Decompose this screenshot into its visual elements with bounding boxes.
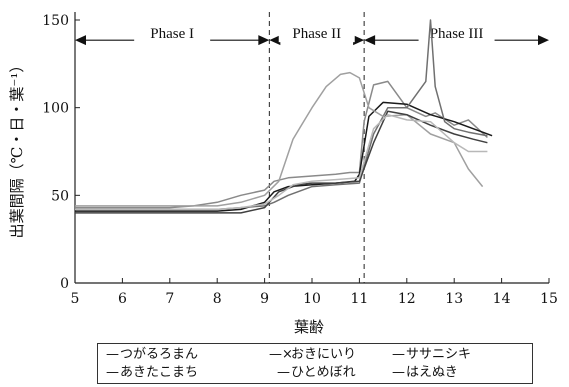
phase-arrow-head-left-2 bbox=[269, 35, 281, 46]
y-axis-title: 出葉間隔（℃・日・葉⁻¹） bbox=[8, 58, 26, 239]
legend-label-6: はえぬき bbox=[406, 365, 458, 380]
x-tick-label-3: 7 bbox=[165, 291, 174, 307]
phase-arrow-head-left-3 bbox=[364, 35, 376, 46]
phase-arrow-head-left-1 bbox=[75, 35, 86, 46]
phase-label-2: Phase II bbox=[292, 26, 341, 42]
x-tick-label-1: 5 bbox=[71, 291, 80, 307]
x-axis-title: 葉齢 bbox=[294, 318, 324, 336]
legend-item-6: —はえぬき bbox=[392, 365, 458, 381]
x-tick-label-11: 15 bbox=[540, 291, 558, 307]
series-line-3 bbox=[75, 19, 488, 211]
legend-item-5: —ひとめぼれ bbox=[277, 365, 356, 381]
x-tick-label-10: 14 bbox=[493, 291, 511, 307]
chart: 出葉間隔（℃・日・葉⁻¹） 葉齢 5 6 7 8 9 10 11 12 13 14 15050100… bbox=[8, 12, 558, 336]
legend-label-5: ひとめぼれ bbox=[291, 365, 356, 380]
legend-label-4: あきたこまち bbox=[120, 365, 199, 380]
legend-label-1: つがるろまん bbox=[120, 347, 199, 362]
phase-label-bg-3 bbox=[418, 24, 495, 43]
legend-marker-6: — bbox=[392, 365, 405, 380]
phase-arrow-head-right-1 bbox=[258, 35, 270, 46]
x-tick-label-5: 9 bbox=[260, 291, 269, 307]
series-line-6 bbox=[75, 113, 488, 211]
phase-arrow-head-right-3 bbox=[538, 35, 549, 46]
x-tick-label-7: 11 bbox=[350, 291, 368, 307]
x-tick-label-9: 13 bbox=[445, 291, 463, 307]
x-tick-label-8: 12 bbox=[398, 291, 416, 307]
x-tick-label-6: 10 bbox=[303, 291, 321, 307]
y-tick-label-2: 50 bbox=[51, 188, 69, 204]
phase-label-bg-1 bbox=[134, 24, 211, 43]
phase-label-1: Phase I bbox=[150, 26, 194, 42]
series-line-5 bbox=[75, 110, 488, 214]
legend-item-1: —つがるろまん bbox=[106, 347, 198, 363]
legend-label-2: おきにいり bbox=[291, 347, 357, 362]
series-line-2 bbox=[75, 101, 493, 212]
legend-marker-1: — bbox=[106, 347, 119, 362]
legend-marker-3: — bbox=[392, 347, 405, 362]
legend-marker-2: —× bbox=[269, 347, 293, 362]
x-tick-label-2: 6 bbox=[118, 291, 127, 307]
legend: —つがるろまん —×おきにいり —ササニシキ —あきたこまち —ひとめぼれ —は… bbox=[97, 343, 533, 384]
y-tick-label-1: 0 bbox=[60, 276, 69, 292]
phase-arrow-head-right-2 bbox=[353, 35, 365, 46]
y-tick-label-4: 150 bbox=[42, 13, 69, 29]
legend-marker-5: — bbox=[277, 365, 290, 380]
legend-item-2: —×おきにいり bbox=[269, 347, 356, 363]
x-tick-label-4: 8 bbox=[213, 291, 222, 307]
legend-item-3: —ササニシキ bbox=[392, 347, 471, 363]
legend-marker-4: — bbox=[106, 365, 119, 380]
phase-label-3: Phase III bbox=[430, 26, 484, 42]
y-tick-label-3: 100 bbox=[42, 101, 69, 117]
phase-label-bg-2 bbox=[278, 24, 355, 43]
legend-label-3: ササニシキ bbox=[406, 347, 472, 362]
legend-item-4: —あきたこまち bbox=[106, 365, 198, 381]
series-line-4 bbox=[75, 71, 484, 207]
